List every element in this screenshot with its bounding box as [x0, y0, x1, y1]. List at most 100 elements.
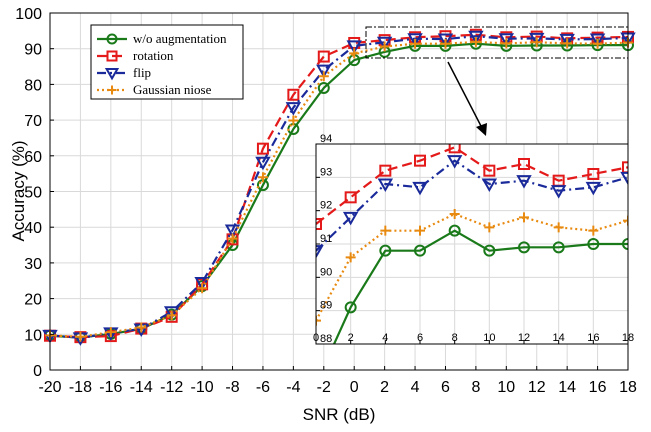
data-point — [552, 241, 565, 254]
x-tick-label: -12 — [160, 379, 183, 396]
x-axis-label: SNR (dB) — [303, 405, 376, 424]
y-tick-label: 60 — [24, 149, 42, 166]
data-point — [256, 142, 269, 155]
data-point — [287, 88, 300, 101]
series-group — [316, 144, 628, 344]
x-tick-label: -8 — [225, 379, 239, 396]
data-point — [224, 224, 241, 239]
x-tick-label: 8 — [471, 379, 480, 396]
data-point — [519, 212, 529, 223]
data-point — [501, 38, 512, 49]
data-point — [318, 71, 329, 82]
data-point — [345, 252, 356, 263]
x-tick-label: 2 — [380, 379, 389, 396]
data-point — [316, 64, 332, 79]
x-tick-label: 14 — [558, 379, 576, 396]
zoom-arrow-line — [447, 61, 483, 129]
data-point — [380, 225, 391, 236]
data-point — [317, 81, 330, 94]
data-point — [620, 171, 628, 186]
data-point — [316, 218, 322, 230]
x-tick-label: 10 — [483, 332, 495, 344]
data-point — [550, 185, 567, 199]
y-tick-label: 94 — [320, 133, 332, 145]
data-point — [440, 38, 451, 49]
data-point — [553, 222, 564, 233]
legend-swatch-marker — [104, 67, 120, 81]
series-line-2 — [316, 159, 628, 252]
data-point — [285, 102, 302, 116]
y-axis-label: Accuracy (%) — [9, 140, 28, 241]
series-group — [42, 28, 636, 346]
zoom-arrow-head — [476, 123, 487, 136]
legend-swatch-marker — [106, 33, 118, 45]
x-tick-label: 4 — [382, 332, 388, 344]
x-tick-label: 6 — [417, 332, 423, 344]
data-point — [136, 322, 147, 333]
x-tick-label: -10 — [191, 379, 214, 396]
legend-swatch-marker — [106, 50, 118, 62]
data-point — [414, 154, 426, 167]
data-point — [316, 315, 321, 326]
data-point — [531, 37, 542, 48]
x-tick-label: -20 — [38, 379, 61, 396]
data-point — [587, 168, 600, 180]
legend-label: w/o augmentation — [133, 31, 227, 46]
data-point — [376, 36, 393, 51]
data-point — [349, 48, 360, 59]
x-tick-label: -16 — [99, 379, 122, 396]
data-point — [344, 191, 357, 204]
data-point — [317, 50, 330, 63]
y-tick-label: 89 — [320, 300, 332, 312]
data-point — [414, 244, 426, 257]
series-line-0 — [332, 229, 628, 344]
y-tick-label: 88 — [320, 333, 332, 345]
data-point — [75, 331, 86, 342]
data-point — [484, 222, 495, 233]
x-tick-label: 12 — [528, 379, 546, 396]
data-point — [105, 327, 116, 338]
y-tick-label: 30 — [24, 256, 42, 273]
data-point — [518, 241, 530, 254]
data-point — [257, 172, 268, 183]
data-point — [622, 161, 628, 174]
data-point — [483, 164, 496, 177]
data-point — [498, 33, 515, 47]
y-tick-label: 40 — [24, 220, 42, 237]
y-tick-label: 20 — [24, 292, 42, 309]
data-point — [588, 225, 599, 236]
series-line-3 — [49, 40, 629, 338]
data-point — [449, 209, 460, 219]
data-point — [288, 115, 299, 126]
data-point — [592, 38, 603, 49]
data-point — [377, 178, 394, 193]
legend-swatch-marker — [107, 85, 117, 95]
zoom-region-box — [365, 26, 629, 59]
y-tick-label: 92 — [320, 200, 332, 212]
y-tick-label: 90 — [320, 266, 332, 278]
data-point — [197, 283, 208, 294]
y-tick-label: 80 — [24, 77, 42, 94]
data-point — [559, 33, 575, 48]
y-tick-label: 0 — [33, 363, 42, 380]
data-point — [516, 175, 532, 189]
y-tick-label: 93 — [320, 166, 332, 178]
data-point — [344, 301, 357, 314]
x-tick-label: 18 — [619, 379, 637, 396]
x-tick-label: -4 — [286, 379, 300, 396]
y-tick-label: 70 — [24, 113, 42, 130]
data-point — [470, 36, 481, 47]
x-tick-label: 0 — [313, 332, 319, 344]
data-point — [227, 233, 238, 244]
legend-label: rotation — [133, 48, 174, 63]
data-point — [518, 158, 530, 170]
y-tick-label: 90 — [24, 42, 42, 59]
data-point — [468, 30, 484, 45]
legend-label: flip — [133, 65, 151, 80]
x-tick-label: 12 — [518, 332, 530, 344]
data-point — [623, 215, 628, 226]
data-point — [342, 211, 359, 226]
y-tick-label: 50 — [24, 185, 42, 202]
data-point — [481, 178, 498, 193]
x-tick-label: -18 — [69, 379, 92, 396]
